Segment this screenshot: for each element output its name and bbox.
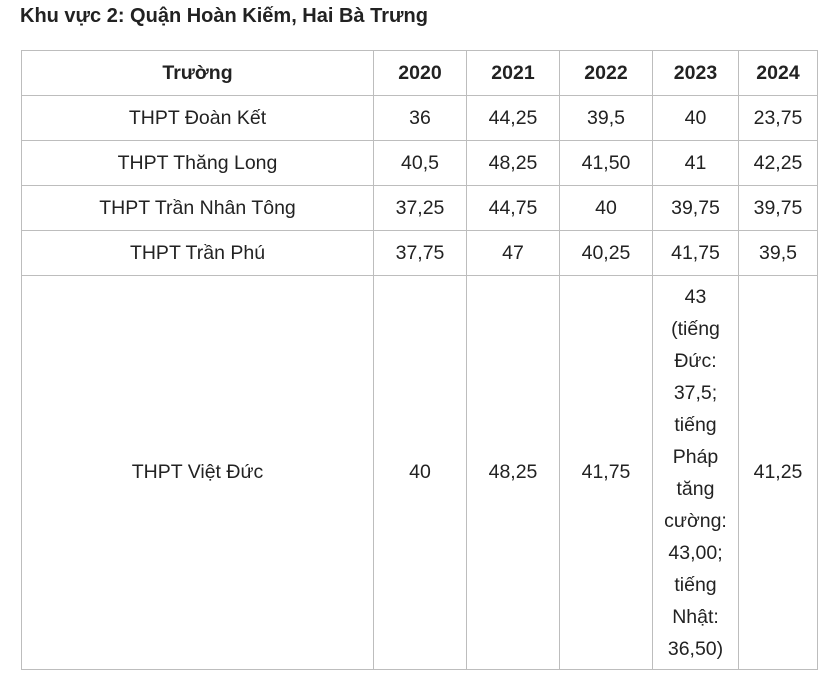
table-row: THPT Việt Đức 40 48,25 41,75 43 (tiếng Đ…: [21, 275, 818, 670]
score-cell: 39,75: [738, 185, 818, 231]
score-cell: 41,25: [738, 275, 818, 670]
score-cell: 40,5: [373, 140, 467, 186]
score-cell: 39,5: [738, 230, 818, 276]
score-cell: 44,25: [466, 95, 560, 141]
header-2020: 2020: [373, 50, 467, 96]
note-line: 43,00;: [668, 541, 723, 564]
note-line: 37,5;: [673, 381, 718, 404]
school-name-cell: THPT Trần Nhân Tông: [21, 185, 374, 231]
score-cell: 39,5: [559, 95, 653, 141]
score-cell: 41,75: [652, 230, 739, 276]
note-line: Đức:: [674, 349, 717, 372]
score-cell: 40: [652, 95, 739, 141]
note-line: tiếng: [674, 573, 717, 596]
note-line: tiếng: [674, 413, 717, 436]
table-row: THPT Thăng Long 40,5 48,25 41,50 41 42,2…: [21, 140, 818, 186]
header-2024: 2024: [738, 50, 818, 96]
score-cell: 39,75: [652, 185, 739, 231]
score-note: 43 (tiếng Đức: 37,5; tiếng Pháp tăng cườ…: [661, 279, 730, 667]
score-cell: 37,25: [373, 185, 467, 231]
score-cell: 41,50: [559, 140, 653, 186]
score-cell: 48,25: [466, 140, 560, 186]
table-header-row: Trường 2020 2021 2022 2023 2024: [21, 50, 818, 96]
header-2022: 2022: [559, 50, 653, 96]
school-name-cell: THPT Trần Phú: [21, 230, 374, 276]
score-cell: 40: [373, 275, 467, 670]
score-cell: 47: [466, 230, 560, 276]
note-line: 36,50): [667, 637, 724, 660]
score-cell: 36: [373, 95, 467, 141]
score-cell: 41: [652, 140, 739, 186]
table-row: THPT Đoàn Kết 36 44,25 39,5 40 23,75: [21, 95, 818, 141]
school-name-cell: THPT Đoàn Kết: [21, 95, 374, 141]
score-cell: 40,25: [559, 230, 653, 276]
school-name-cell: THPT Việt Đức: [21, 275, 374, 670]
note-line: 43: [684, 285, 707, 308]
note-line: (tiếng: [671, 317, 720, 340]
score-cell: 48,25: [466, 275, 560, 670]
note-line: Pháp: [672, 445, 719, 468]
score-cell: 42,25: [738, 140, 818, 186]
score-note-cell: 43 (tiếng Đức: 37,5; tiếng Pháp tăng cườ…: [652, 275, 739, 670]
section-heading: Khu vực 2: Quận Hoàn Kiếm, Hai Bà Trưng: [20, 5, 428, 27]
score-cell: 23,75: [738, 95, 818, 141]
header-2023: 2023: [652, 50, 739, 96]
note-line: Nhật:: [672, 605, 719, 628]
score-cell: 37,75: [373, 230, 467, 276]
note-line: cường:: [664, 509, 727, 532]
score-cell: 44,75: [466, 185, 560, 231]
score-cell: 41,75: [559, 275, 653, 670]
school-name-cell: THPT Thăng Long: [21, 140, 374, 186]
note-line: tăng: [676, 477, 715, 500]
table-row: THPT Trần Phú 37,75 47 40,25 41,75 39,5: [21, 230, 818, 276]
score-cell: 40: [559, 185, 653, 231]
header-school: Trường: [21, 50, 374, 96]
admission-scores-table: Trường 2020 2021 2022 2023 2024 THPT Đoà…: [21, 50, 818, 670]
header-2021: 2021: [466, 50, 560, 96]
table-row: THPT Trần Nhân Tông 37,25 44,75 40 39,75…: [21, 185, 818, 231]
